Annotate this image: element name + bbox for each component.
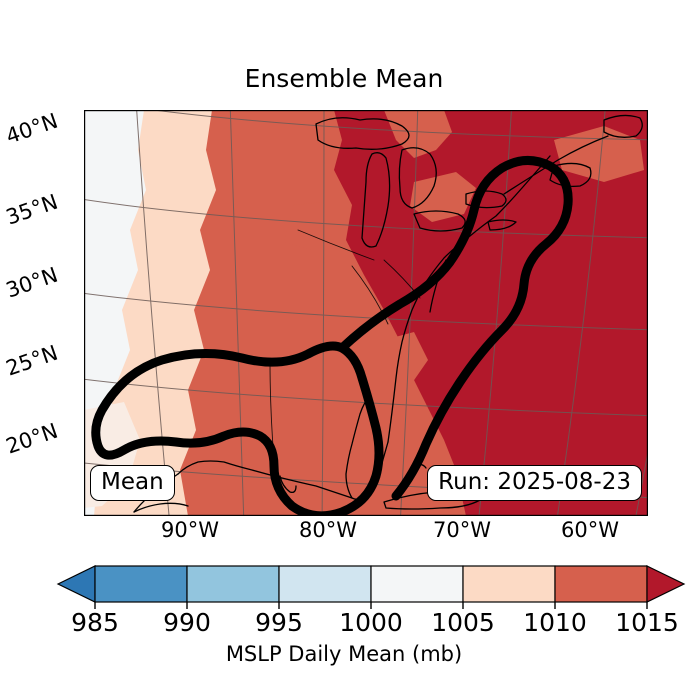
graticule-lat-40 xyxy=(149,110,648,141)
isobar-1015-east xyxy=(337,156,573,501)
contour-band-1010-1015-e xyxy=(380,332,428,386)
colorbar-canvas xyxy=(56,565,686,609)
colorbar-extend-high xyxy=(646,565,686,603)
lon-tick-80W: 80°W xyxy=(299,518,357,542)
border-midwest xyxy=(297,229,375,261)
colorbar-tick-1015: 1015 xyxy=(615,608,679,637)
map-panel: Mean Run: 2025-08-23 xyxy=(84,110,648,516)
colorbar-band-990-995 xyxy=(186,565,280,603)
graticule-lon-65 xyxy=(635,448,648,516)
coastline-lake-huron xyxy=(398,147,437,209)
coastline-lake-michigan xyxy=(361,152,391,248)
colorbar-band-985-990 xyxy=(94,565,188,603)
coastline-nova-scotia xyxy=(549,162,592,188)
colorbar-axis-label: MSLP Daily Mean (mb) xyxy=(225,642,463,666)
contour-band-1010-1015-d xyxy=(284,202,330,250)
colorbar: 985 990 995 1000 1005 1010 1015 MSLP Dai… xyxy=(0,556,688,674)
coastline-lake-erie xyxy=(413,210,466,232)
lat-tick-25N: 25°N xyxy=(2,340,61,381)
coastline-mexico-east xyxy=(133,502,189,513)
colorbar-tick-985: 985 xyxy=(71,608,119,637)
colorbar-tick-995: 995 xyxy=(255,608,303,637)
isobar-1015 xyxy=(91,341,384,516)
map-frame xyxy=(84,110,648,516)
lon-tick-60W: 60°W xyxy=(561,518,619,542)
coastline-mississippi-delta xyxy=(279,475,297,494)
contour-band-1010-1015-f xyxy=(554,126,644,182)
colorbar-band-1005-1010 xyxy=(462,565,556,603)
mean-annotation-label: Mean xyxy=(101,469,164,495)
filled-contour-layer xyxy=(84,110,648,516)
coastline-newfoundland xyxy=(603,114,643,138)
map-canvas xyxy=(84,110,648,516)
lon-tick-70W: 70°W xyxy=(433,518,491,542)
colorbar-ticks xyxy=(94,602,648,609)
lon-tick-90W: 90°W xyxy=(161,518,219,542)
lat-tick-20N: 20°N xyxy=(2,418,61,459)
isobar-1015-layer xyxy=(91,156,573,516)
coastline-gulf-coast xyxy=(177,460,353,499)
colorbar-extend-low xyxy=(56,565,96,603)
contour-band-1010-1015-b xyxy=(384,110,452,158)
colorbar-tick-1005: 1005 xyxy=(431,608,495,637)
coastline-st-lawrence xyxy=(503,135,609,195)
run-annotation-box: Run: 2025-08-23 xyxy=(427,465,642,501)
graticule-lon-80 xyxy=(400,110,419,516)
contour-band-1010-1015-c xyxy=(410,172,476,222)
title-line-1: Ensemble Mean xyxy=(244,64,444,93)
colorbar-tick-labels: 985 990 995 1000 1005 1010 1015 xyxy=(0,608,688,642)
run-annotation-label: Run: 2025-08-23 xyxy=(438,469,631,495)
graticule-lat-25 xyxy=(84,378,648,417)
coastline-lake-superior xyxy=(315,117,410,150)
colorbar-band-1000-1005 xyxy=(370,565,464,603)
colorbar-band-995-1000 xyxy=(278,565,372,603)
graticule-lat-30 xyxy=(84,292,648,331)
mean-annotation-box: Mean xyxy=(90,465,175,501)
colorbar-tick-990: 990 xyxy=(163,608,211,637)
colorbar-tick-1010: 1010 xyxy=(523,608,587,637)
coastline-long-island xyxy=(487,219,517,231)
colorbar-tick-1000: 1000 xyxy=(339,608,403,637)
graticule-lon-85 xyxy=(321,110,325,516)
colorbar-band-1010-1015 xyxy=(554,565,648,603)
